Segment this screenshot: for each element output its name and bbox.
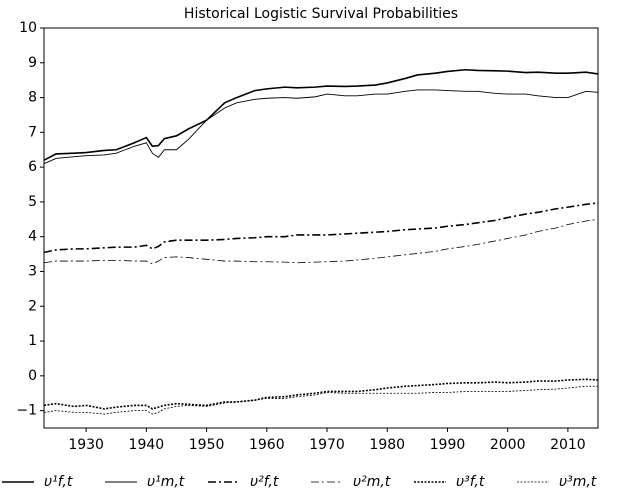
y-tick-label: 4: [28, 229, 37, 245]
plot-frame: [43, 27, 599, 429]
y-tick-label: 2: [28, 298, 37, 314]
y-tick-label: 10: [19, 20, 37, 36]
x-tick-label: 1950: [189, 437, 225, 453]
y-tick-label: 7: [28, 124, 37, 140]
y-tick-label: 1: [28, 333, 37, 349]
y-tick-label: 9: [28, 55, 37, 71]
series-line: [43, 202, 599, 254]
legend-label: υ³m,t: [559, 474, 597, 490]
x-tick-label: 1930: [68, 437, 104, 453]
y-tick-label: 8: [28, 90, 37, 106]
y-tick-label: 6: [28, 159, 37, 175]
chart-title: Historical Logistic Survival Probabiliti…: [184, 6, 458, 22]
x-tick-label: 1980: [369, 437, 405, 453]
x-tick-label: 2000: [490, 437, 526, 453]
y-tick-label: 5: [28, 194, 37, 210]
legend-label: υ²f,t: [250, 474, 279, 490]
y-tick-label: −1: [16, 403, 37, 419]
x-tick-label: 1990: [430, 437, 466, 453]
x-tick-label: 2010: [550, 437, 586, 453]
legend-label: υ¹m,t: [147, 474, 185, 490]
series-line: [43, 68, 599, 161]
x-tick-label: 1970: [309, 437, 345, 453]
series-line: [43, 89, 599, 165]
series-line: [43, 385, 598, 415]
legend-label: υ¹f,t: [44, 474, 73, 490]
legend-label: υ³f,t: [456, 474, 485, 490]
x-tick-label: 1940: [129, 437, 165, 453]
x-tick-label: 1960: [249, 437, 285, 453]
series-line: [43, 218, 599, 265]
y-tick-label: 3: [28, 263, 37, 279]
y-tick-label: 0: [28, 368, 37, 384]
legend-label: υ²m,t: [353, 474, 391, 490]
